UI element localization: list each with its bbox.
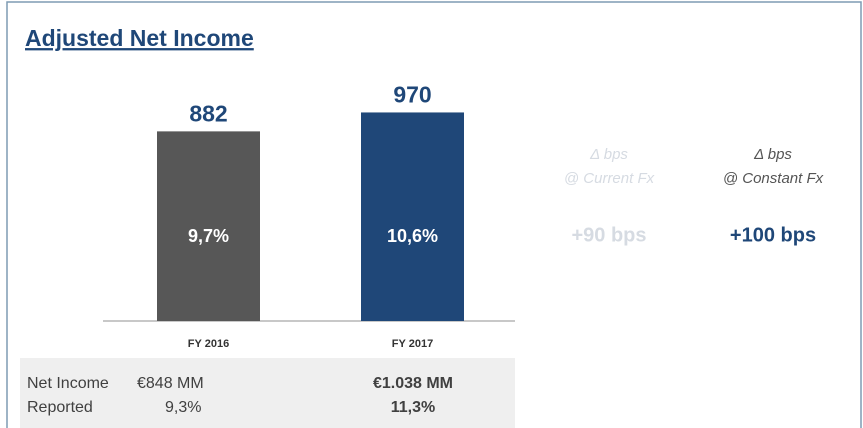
bar-inner-label: 9,7% <box>188 226 229 246</box>
comparison-header: @ Constant Fx <box>723 170 824 187</box>
reported-value: 11,3% <box>391 399 435 416</box>
data-label: 970 <box>393 82 431 108</box>
x-tick-label: FY 2017 <box>392 338 433 350</box>
comparison-value: +90 bps <box>571 224 646 246</box>
x-tick-label: FY 2016 <box>188 338 229 350</box>
reported-value: €848 MM <box>137 375 204 392</box>
frame <box>6 1 862 428</box>
comparison-header: Δ bps <box>753 146 792 163</box>
reported-value: €1.038 MM <box>373 375 453 392</box>
bar <box>157 131 260 321</box>
comparison-header: Δ bps <box>589 146 628 163</box>
reported-label: Net Income <box>27 375 109 392</box>
chart-title: Adjusted Net Income <box>25 25 254 51</box>
bar <box>361 112 464 321</box>
comparison-header: @ Current Fx <box>564 170 655 187</box>
reported-label: Reported <box>27 399 93 416</box>
data-label: 882 <box>189 100 227 126</box>
reported-box <box>20 358 515 428</box>
comparison-value: +100 bps <box>730 224 816 246</box>
bar-inner-label: 10,6% <box>387 226 438 246</box>
reported-value: 9,3% <box>165 399 201 416</box>
